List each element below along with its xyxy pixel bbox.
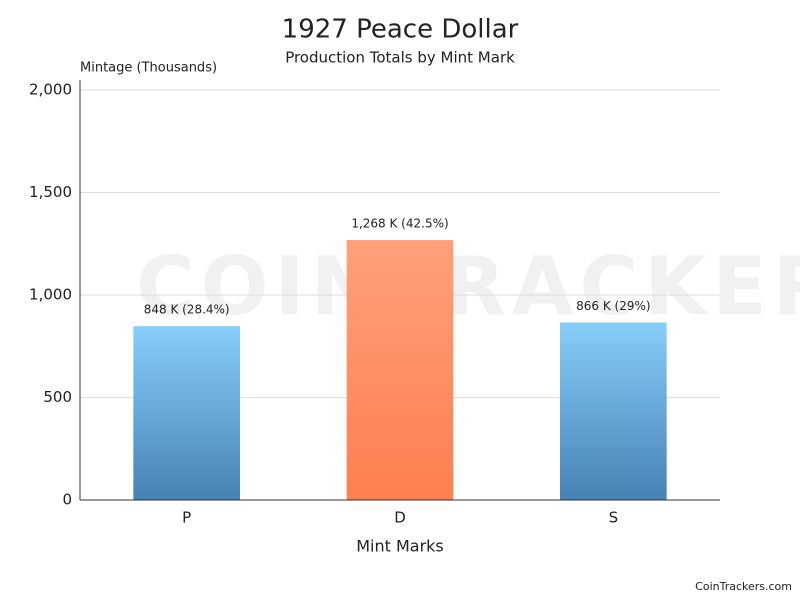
y-tick-label: 500 xyxy=(43,388,72,406)
value-label: 848 K (28.4%) xyxy=(144,303,230,317)
chart-title: 1927 Peace Dollar xyxy=(282,15,519,45)
y-tick-label: 0 xyxy=(62,491,72,509)
x-tick-label: D xyxy=(394,509,406,527)
x-axis-label: Mint Marks xyxy=(356,537,444,556)
bar xyxy=(560,322,667,500)
chart-subtitle: Production Totals by Mint Mark xyxy=(285,49,515,67)
y-tick-label: 2,000 xyxy=(29,81,72,99)
x-tick-label: P xyxy=(182,509,191,527)
bar xyxy=(346,240,454,500)
y-tick-label: 1,000 xyxy=(29,286,72,304)
x-tick-label: S xyxy=(609,509,619,527)
watermark: COINTRACKERS xyxy=(136,240,800,333)
y-axis-label: Mintage (Thousands) xyxy=(80,61,217,76)
value-label: 866 K (29%) xyxy=(576,299,650,313)
y-tick-label: 1,500 xyxy=(29,183,72,201)
credit: CoinTrackers.com xyxy=(695,580,792,593)
value-label: 1,268 K (42.5%) xyxy=(351,217,448,231)
bar xyxy=(133,326,240,500)
